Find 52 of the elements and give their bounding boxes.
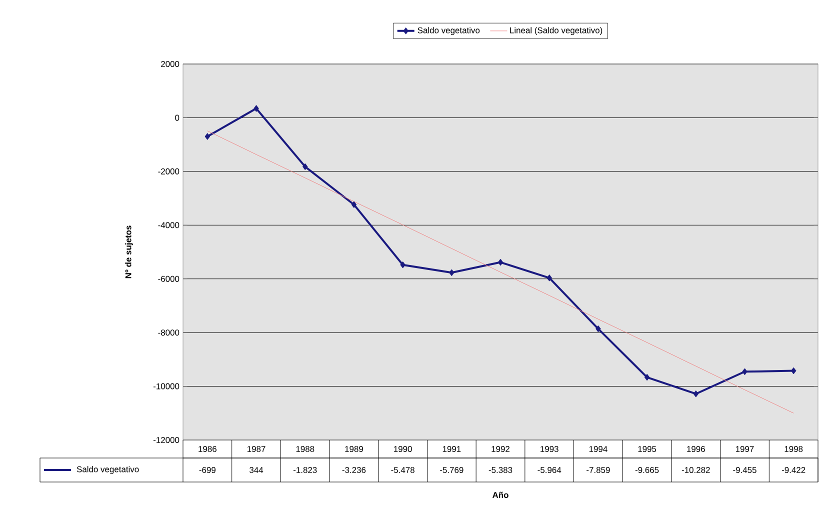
data-label: -7.859 (586, 467, 610, 473)
x-tick-label: 1989 (345, 446, 363, 452)
text: Saldo vegetativo (76, 466, 139, 474)
legend-label: Lineal (Saldo vegetativo) (510, 27, 602, 35)
y-tick-label: -10000 (153, 383, 180, 390)
x-tick-label: 1998 (784, 446, 803, 452)
x-tick-label: 1992 (492, 446, 510, 452)
y-tick-label: -4000 (158, 222, 180, 228)
point (790, 367, 796, 374)
data-label: -10.282 (682, 467, 710, 473)
data-label: -5.383 (488, 467, 512, 473)
y-tick-label: -2000 (158, 168, 180, 174)
x-tick-label: 1997 (736, 446, 754, 452)
point (400, 261, 406, 268)
y-tick-label: 2000 (161, 61, 180, 67)
y-tick-label: 0 (175, 114, 180, 121)
y-axis-title: Nº de sujetos (125, 226, 133, 278)
x-tick-label: 1996 (687, 446, 705, 452)
data-label: -3.236 (342, 467, 366, 473)
data-label: 344 (250, 467, 264, 473)
point (546, 274, 552, 282)
point (302, 163, 308, 170)
data-label: -5.964 (538, 467, 562, 473)
x-tick-label: 1988 (296, 446, 314, 452)
data-label: -5.769 (440, 467, 464, 473)
x-tick-label: 1987 (247, 446, 266, 452)
point (204, 133, 210, 140)
x-tick-label: 1990 (394, 446, 412, 452)
data-label: -9.665 (635, 467, 659, 473)
y-tick-label: -12000 (153, 437, 180, 443)
point (351, 201, 357, 208)
point (742, 368, 748, 376)
x-tick-label: 1986 (198, 446, 216, 452)
point (254, 105, 259, 112)
x-tick-label: 1995 (638, 446, 656, 452)
data-label: -1.823 (293, 467, 317, 473)
y-tick-label: -6000 (158, 276, 180, 282)
x-tick-label: 1993 (540, 446, 558, 452)
x-tick-label: 1991 (442, 446, 461, 452)
x-tick-label: 1994 (589, 446, 608, 452)
data-label: -9.455 (733, 467, 756, 473)
data-label: -699 (199, 467, 216, 473)
point (693, 390, 699, 398)
x-axis-title: Año (492, 492, 508, 498)
point (644, 374, 650, 381)
y-tick-label: -8000 (158, 330, 180, 336)
legend-label: Saldo vegetativo (418, 27, 480, 35)
point (596, 325, 601, 332)
point (449, 269, 454, 276)
data-label: -5.478 (391, 467, 414, 473)
data-label: -9.422 (782, 467, 806, 473)
point (498, 258, 504, 266)
